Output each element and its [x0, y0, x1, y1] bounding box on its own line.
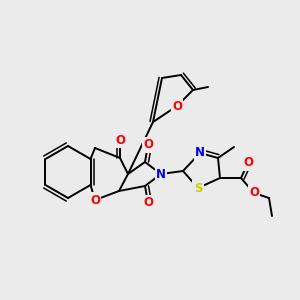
Text: N: N — [195, 146, 205, 160]
Text: O: O — [172, 100, 182, 112]
Text: O: O — [90, 194, 100, 206]
Text: O: O — [243, 157, 253, 169]
Text: O: O — [143, 196, 153, 209]
Text: S: S — [194, 182, 202, 194]
Text: O: O — [143, 139, 153, 152]
Text: O: O — [249, 187, 259, 200]
Text: N: N — [156, 167, 166, 181]
Text: O: O — [115, 134, 125, 146]
